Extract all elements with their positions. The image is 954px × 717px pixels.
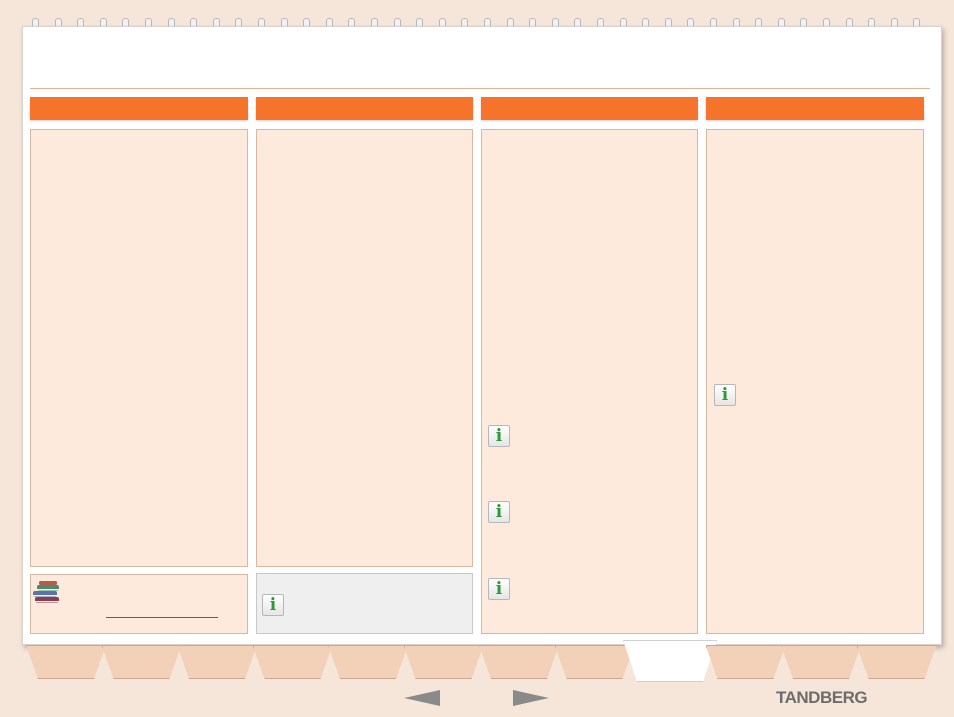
column-3-panel bbox=[481, 129, 698, 634]
column-header-1 bbox=[30, 97, 248, 120]
info-icon: i bbox=[488, 578, 510, 600]
info-note-panel bbox=[256, 573, 473, 634]
column-4-panel bbox=[706, 129, 924, 634]
section-tab-3[interactable] bbox=[177, 645, 257, 679]
column-2-panel bbox=[256, 129, 473, 567]
column-header-3 bbox=[481, 97, 698, 120]
section-tab-6[interactable] bbox=[403, 645, 484, 679]
section-tab-10[interactable] bbox=[705, 645, 786, 679]
section-tab-7[interactable] bbox=[479, 645, 559, 679]
section-tab-12[interactable] bbox=[856, 645, 937, 679]
section-tab-4[interactable] bbox=[252, 645, 333, 679]
info-icon: i bbox=[488, 501, 510, 523]
section-tab-9[interactable] bbox=[623, 640, 717, 682]
info-icon: i bbox=[714, 384, 736, 406]
info-icon: i bbox=[488, 425, 510, 447]
section-tab-11[interactable] bbox=[781, 645, 861, 679]
reference-link[interactable] bbox=[106, 617, 218, 618]
tandberg-logo: TANDBERG bbox=[776, 688, 868, 707]
reference-note-panel bbox=[30, 574, 248, 634]
info-icon: i bbox=[262, 594, 284, 616]
title-divider bbox=[30, 88, 930, 89]
column-header-4 bbox=[706, 97, 924, 120]
section-tab-1[interactable] bbox=[26, 645, 106, 679]
page-title-area bbox=[30, 35, 930, 87]
column-header-2 bbox=[256, 97, 473, 120]
arrow-right-icon[interactable] bbox=[513, 690, 549, 706]
section-tab-5[interactable] bbox=[328, 645, 408, 679]
books-icon bbox=[33, 581, 59, 603]
column-1-panel bbox=[30, 129, 248, 567]
arrow-left-icon[interactable] bbox=[404, 690, 440, 706]
section-tab-8[interactable] bbox=[554, 645, 635, 679]
section-tab-2[interactable] bbox=[101, 645, 182, 679]
